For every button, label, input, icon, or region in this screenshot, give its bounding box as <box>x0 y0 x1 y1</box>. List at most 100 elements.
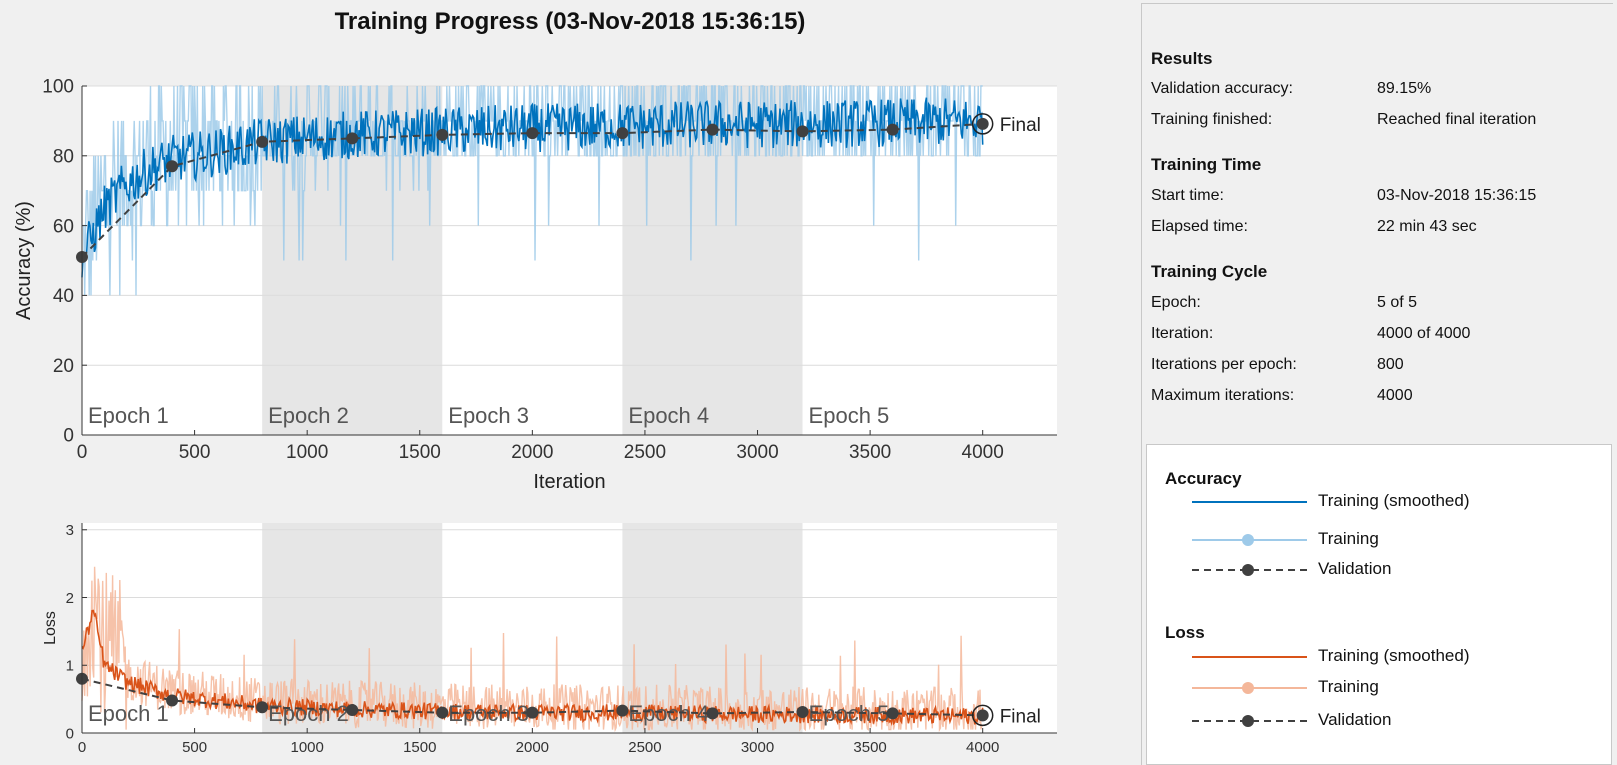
iterations-per-epoch-label: Iterations per epoch: <box>1151 356 1297 373</box>
accuracy-y-tick-label: 40 <box>53 286 74 307</box>
accuracy-validation-point <box>436 128 449 141</box>
loss-y-axis-label: Loss <box>42 611 59 645</box>
training-cycle-heading: Training Cycle <box>1151 262 1268 281</box>
results-heading: Results <box>1151 49 1213 68</box>
validation-accuracy-value: 89.15% <box>1377 80 1432 97</box>
legend-panel: Accuracy Training (smoothed) Training Va… <box>1146 444 1612 765</box>
legend-accuracy-title: Accuracy <box>1165 469 1242 488</box>
accuracy-x-tick-label: 1500 <box>399 442 441 463</box>
page-title: Training Progress (03-Nov-2018 15:36:15) <box>334 8 806 35</box>
accuracy-x-tick-label: 1000 <box>286 442 328 463</box>
accuracy-validation-point <box>616 127 629 140</box>
training-finished-label: Training finished: <box>1151 111 1273 128</box>
accuracy-x-tick-label: 3500 <box>849 442 891 463</box>
accuracy-epoch-label: Epoch 2 <box>268 403 349 428</box>
legend-accuracy-validation-label: Validation <box>1318 559 1392 578</box>
accuracy-validation-point <box>796 125 809 138</box>
loss-plot: Epoch 1 Epoch 2 Epoch 3 Epoch 4 Epoch 5 Final… <box>42 522 1057 756</box>
validation-accuracy-label: Validation accuracy: <box>1151 80 1293 97</box>
loss-epoch-label: Epoch 2 <box>268 701 349 726</box>
maximum-iterations-label: Maximum iterations: <box>1151 387 1295 404</box>
legend-accuracy-smoothed-label: Training (smoothed) <box>1318 491 1470 510</box>
loss-x-tick-label: 0 <box>78 739 86 756</box>
loss-final-label: Final <box>1000 706 1041 727</box>
iterations-per-epoch-value: 800 <box>1377 356 1404 373</box>
accuracy-x-tick-label: 0 <box>77 442 88 463</box>
accuracy-validation-point <box>886 123 899 136</box>
loss-validation-point <box>616 704 629 717</box>
accuracy-y-tick-label: 80 <box>53 146 74 167</box>
accuracy-validation-point <box>706 123 719 136</box>
loss-validation-point <box>346 703 359 716</box>
start-time-value: 03-Nov-2018 15:36:15 <box>1377 187 1537 204</box>
accuracy-epoch-label: Epoch 5 <box>809 403 890 428</box>
legend-loss-training-swatch <box>1192 682 1307 694</box>
plots-canvas: Epoch 1 Epoch 2 Epoch 3 Epoch 4 Epoch 5 Final… <box>13 77 1057 756</box>
accuracy-epoch-label: Epoch 3 <box>448 403 529 428</box>
epoch-value: 5 of 5 <box>1377 294 1418 311</box>
accuracy-y-tick-label: 100 <box>42 77 74 98</box>
accuracy-y-tick-label: 0 <box>63 426 74 447</box>
epoch-label: Epoch: <box>1151 294 1201 311</box>
loss-x-tick-label: 3500 <box>853 739 886 756</box>
accuracy-x-axis-label: Iteration <box>533 471 605 493</box>
legend-loss-smoothed-swatch <box>1192 656 1307 658</box>
loss-validation-point <box>166 694 179 707</box>
loss-validation-point <box>256 701 269 714</box>
legend-loss-validation-label: Validation <box>1318 710 1392 729</box>
training-finished-value: Reached final iteration <box>1377 111 1537 128</box>
loss-validation-point <box>796 706 809 718</box>
loss-y-tick-label: 2 <box>66 590 74 607</box>
accuracy-training-smoothed-line <box>81 97 984 278</box>
accuracy-epoch-label: Epoch 4 <box>628 403 709 428</box>
legend-loss-smoothed-label: Training (smoothed) <box>1318 646 1470 665</box>
loss-epoch-label: Epoch 1 <box>88 701 169 726</box>
accuracy-validation-point <box>976 117 989 130</box>
accuracy-x-tick-label: 500 <box>179 442 211 463</box>
loss-x-tick-label: 1000 <box>290 739 323 756</box>
loss-epoch-shade <box>622 523 803 733</box>
accuracy-x-tick-label: 4000 <box>962 442 1004 463</box>
loss-y-tick-label: 3 <box>66 522 74 539</box>
accuracy-x-tick-label: 2000 <box>511 442 553 463</box>
accuracy-y-tick-label: 60 <box>53 216 74 237</box>
maximum-iterations-value: 4000 <box>1377 387 1413 404</box>
loss-x-tick-label: 500 <box>182 739 207 756</box>
loss-x-tick-label: 4000 <box>966 739 999 756</box>
loss-x-tick-label: 2500 <box>628 739 661 756</box>
legend-loss-title: Loss <box>1165 623 1205 642</box>
iteration-label: Iteration: <box>1151 325 1214 342</box>
accuracy-x-tick-label: 2500 <box>624 442 666 463</box>
accuracy-plot: Epoch 1 Epoch 2 Epoch 3 Epoch 4 Epoch 5 Final… <box>13 77 1057 493</box>
loss-validation-point <box>526 706 539 719</box>
accuracy-y-axis-label: Accuracy (%) <box>13 201 35 320</box>
accuracy-y-tick-label: 20 <box>53 356 74 377</box>
legend-accuracy-smoothed-swatch <box>1192 501 1307 503</box>
iteration-value: 4000 of 4000 <box>1377 325 1471 342</box>
elapsed-time-value: 22 min 43 sec <box>1377 218 1477 235</box>
accuracy-validation-point <box>526 127 539 140</box>
legend-accuracy-training-label: Training <box>1318 529 1379 548</box>
training-time-heading: Training Time <box>1151 155 1262 174</box>
accuracy-final-label: Final <box>1000 115 1041 136</box>
loss-x-tick-label: 3000 <box>741 739 774 756</box>
accuracy-axes-background <box>82 86 1057 435</box>
start-time-label: Start time: <box>1151 187 1224 204</box>
loss-x-tick-label: 1500 <box>403 739 436 756</box>
accuracy-epoch-label: Epoch 1 <box>88 403 169 428</box>
accuracy-validation-point <box>166 160 179 173</box>
accuracy-x-tick-label: 3000 <box>736 442 778 463</box>
loss-y-tick-label: 0 <box>66 725 74 742</box>
loss-y-tick-label: 1 <box>66 658 74 675</box>
loss-validation-point <box>436 706 449 719</box>
loss-validation-point <box>976 709 989 722</box>
legend-accuracy-validation-swatch <box>1192 564 1307 576</box>
legend-accuracy-training-swatch <box>1192 534 1307 546</box>
legend-loss-training-label: Training <box>1318 677 1379 696</box>
accuracy-validation-point <box>256 135 269 148</box>
loss-final-marker <box>971 704 994 727</box>
elapsed-time-label: Elapsed time: <box>1151 218 1248 235</box>
loss-validation-point <box>706 707 719 720</box>
loss-x-tick-label: 2000 <box>516 739 549 756</box>
legend-loss-validation-swatch <box>1192 715 1307 727</box>
